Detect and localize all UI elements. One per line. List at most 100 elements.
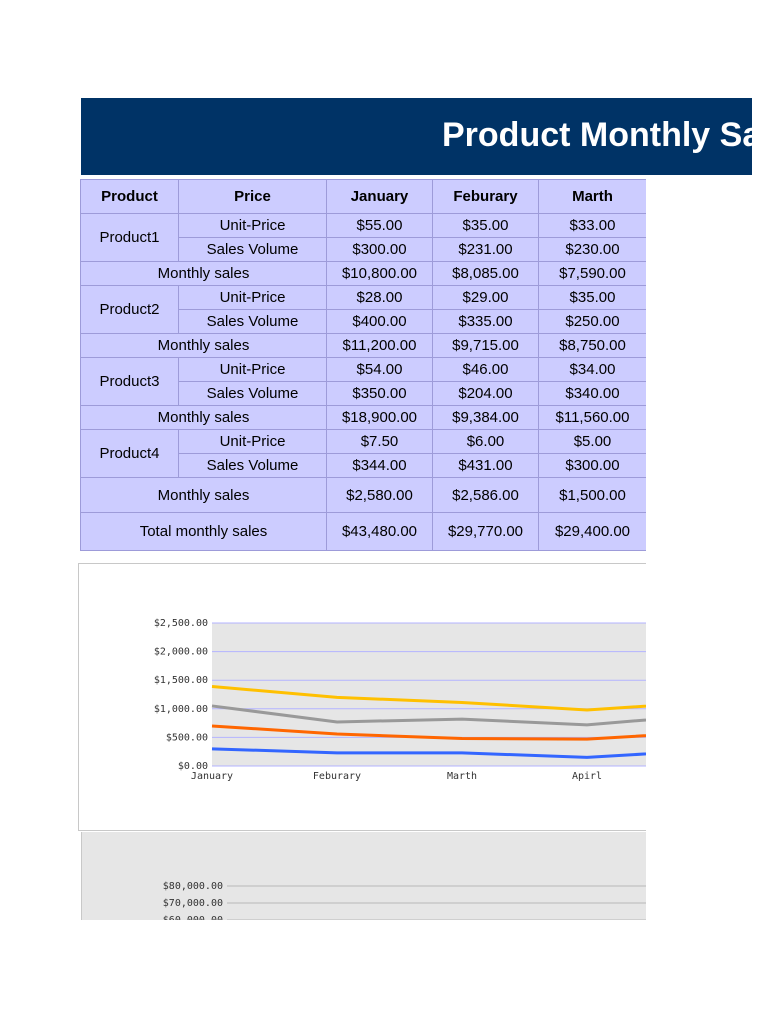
row-label[interactable]: Sales Volume [178, 237, 327, 262]
title-banner: Product Monthly Sales [81, 98, 752, 175]
table-cell[interactable]: $29,400.00 [538, 512, 646, 551]
table-cell[interactable]: $340.00 [538, 381, 646, 406]
x-tick-label: Feburary [313, 771, 361, 782]
table-cell[interactable]: $7,590.00 [538, 261, 646, 286]
table-cell[interactable]: $431.00 [432, 453, 539, 478]
table-row: Monthly sales $10,800.00 $8,085.00 $7,59… [80, 261, 646, 286]
line-chart-svg: $0.00 $500.00 $1,000.00 $1,500.00 $2,000.00 $… [154, 618, 646, 782]
total-row: Total monthly sales $43,480.00 $29,770.0… [80, 512, 646, 551]
y-tick-label: $500.00 [166, 732, 208, 743]
row-label[interactable]: Unit-Price [178, 213, 327, 238]
row-label[interactable]: Monthly sales [80, 405, 327, 430]
table-cell[interactable]: $28.00 [326, 285, 433, 310]
header-month: Marth [538, 179, 646, 214]
product-name[interactable]: Product2 [80, 285, 179, 334]
table-cell[interactable]: $1,500.00 [538, 477, 646, 513]
table-row: Monthly sales $2,580.00 $2,586.00 $1,500… [80, 477, 646, 513]
table-cell[interactable]: $300.00 [538, 453, 646, 478]
table-row: Product1 Unit-Price $55.00 $35.00 $33.00 [80, 213, 646, 262]
table-cell[interactable]: $300.00 [326, 237, 433, 262]
series-line [211, 724, 646, 741]
table-cell[interactable]: $204.00 [432, 381, 539, 406]
series-line [211, 684, 646, 712]
monthly-sales-line-chart[interactable]: $0.00 $500.00 $1,000.00 $1,500.00 $2,000.00 $… [78, 563, 646, 831]
y-tick-label: $70,000.00 [163, 898, 223, 909]
table-cell[interactable]: $43,480.00 [326, 512, 433, 551]
table-cell[interactable]: $11,200.00 [326, 333, 433, 358]
row-label[interactable]: Unit-Price [178, 357, 327, 382]
row-label[interactable]: Monthly sales [80, 261, 327, 286]
table-cell[interactable]: $5.00 [538, 429, 646, 454]
table-cell[interactable]: $250.00 [538, 309, 646, 334]
table-cell[interactable]: $10,800.00 [326, 261, 433, 286]
table-cell[interactable]: $231.00 [432, 237, 539, 262]
x-tick-label: January [191, 771, 233, 782]
table-cell[interactable]: $29.00 [432, 285, 539, 310]
sales-table: Product Price January Feburary Marth Pro… [80, 179, 646, 551]
table-cell[interactable]: $55.00 [326, 213, 433, 238]
header-month: Feburary [432, 179, 539, 214]
table-cell[interactable]: $54.00 [326, 357, 433, 382]
table-row: Monthly sales $11,200.00 $9,715.00 $8,75… [80, 333, 646, 358]
y-tick-label: $0.00 [178, 761, 208, 772]
table-cell[interactable]: $2,586.00 [432, 477, 539, 513]
table-row: Sales Volume $350.00 $204.00 $340.00 [81, 381, 646, 406]
y-tick-label: $2,500.00 [154, 618, 208, 629]
table-cell[interactable]: $35.00 [432, 213, 539, 238]
table-row: Product2 Unit-Price $28.00 $29.00 $35.00 [80, 285, 646, 334]
row-label[interactable]: Sales Volume [178, 381, 327, 406]
table-row: Sales Volume $300.00 $231.00 $230.00 [81, 237, 646, 262]
row-label[interactable]: Unit-Price [178, 429, 327, 454]
x-tick-label: Marth [447, 771, 477, 782]
table-cell[interactable]: $335.00 [432, 309, 539, 334]
y-tick-label: $1,500.00 [154, 675, 208, 686]
row-label[interactable]: Monthly sales [80, 477, 327, 513]
y-tick-label: $80,000.00 [163, 881, 223, 892]
sheet-viewport: Product Price January Feburary Marth Pro… [78, 179, 646, 926]
product-name[interactable]: Product4 [80, 429, 179, 478]
row-label[interactable]: Unit-Price [178, 285, 327, 310]
row-label[interactable]: Sales Volume [178, 309, 327, 334]
header-month: January [326, 179, 433, 214]
y-tick-label: $60,000.00 [163, 915, 223, 920]
table-cell[interactable]: $7.50 [326, 429, 433, 454]
table-row: Sales Volume $400.00 $335.00 $250.00 [81, 309, 646, 334]
table-row: Product4 Unit-Price $7.50 $6.00 $5.00 [80, 429, 646, 478]
table-row: Monthly sales $18,900.00 $9,384.00 $11,5… [80, 405, 646, 430]
table-cell[interactable]: $6.00 [432, 429, 539, 454]
table-cell[interactable]: $9,715.00 [432, 333, 539, 358]
x-tick-label: Apirl [572, 771, 602, 782]
y-tick-label: $1,000.00 [154, 704, 208, 715]
table-cell[interactable]: $18,900.00 [326, 405, 433, 430]
row-label[interactable]: Sales Volume [178, 453, 327, 478]
total-sales-chart[interactable]: $60,000.00 $70,000.00 $80,000.00 [81, 832, 646, 926]
line-chart-svg: $60,000.00 $70,000.00 $80,000.00 [163, 881, 646, 926]
row-label[interactable]: Total monthly sales [80, 512, 327, 551]
y-tick-label: $2,000.00 [154, 647, 208, 658]
table-cell[interactable]: $9,384.00 [432, 405, 539, 430]
table-cell[interactable]: $46.00 [432, 357, 539, 382]
table-cell[interactable]: $35.00 [538, 285, 646, 310]
product-name[interactable]: Product3 [80, 357, 179, 406]
row-label[interactable]: Monthly sales [80, 333, 327, 358]
table-cell[interactable]: $8,750.00 [538, 333, 646, 358]
header-price: Price [178, 179, 327, 214]
table-cell[interactable]: $2,580.00 [326, 477, 433, 513]
table-cell[interactable]: $8,085.00 [432, 261, 539, 286]
header-product: Product [80, 179, 179, 214]
table-cell[interactable]: $34.00 [538, 357, 646, 382]
table-row: Sales Volume $344.00 $431.00 $300.00 [81, 453, 646, 478]
table-cell[interactable]: $29,770.00 [432, 512, 539, 551]
plot-area [212, 623, 646, 766]
table-cell[interactable]: $400.00 [326, 309, 433, 334]
table-cell[interactable]: $344.00 [326, 453, 433, 478]
table-row: Product3 Unit-Price $54.00 $46.00 $34.00 [80, 357, 646, 406]
series-line [211, 704, 646, 727]
product-name[interactable]: Product1 [80, 213, 179, 262]
table-cell[interactable]: $33.00 [538, 213, 646, 238]
table-cell[interactable]: $350.00 [326, 381, 433, 406]
table-cell[interactable]: $11,560.00 [538, 405, 646, 430]
series-line [211, 747, 646, 759]
table-cell[interactable]: $230.00 [538, 237, 646, 262]
page-title: Product Monthly Sales [442, 116, 752, 154]
